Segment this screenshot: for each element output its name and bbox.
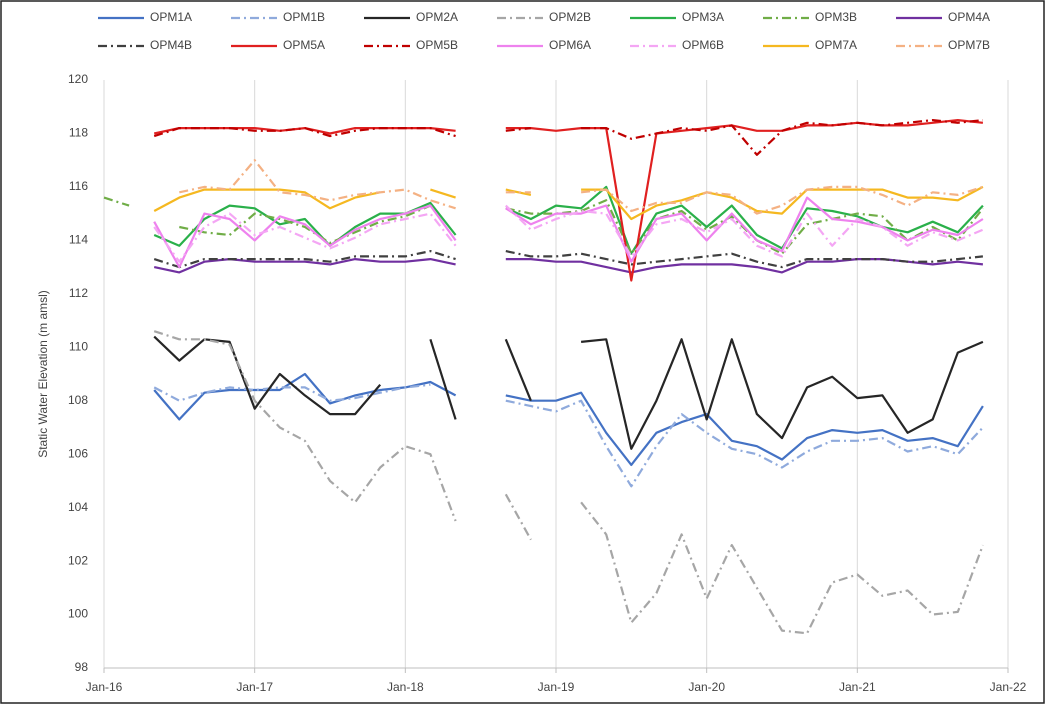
x-tick-label: Jan-18 <box>387 680 424 694</box>
series-line <box>153 185 984 221</box>
legend-label: OPM6B <box>682 38 724 52</box>
y-tick-label: 118 <box>69 126 88 140</box>
y-tick-label: 108 <box>68 393 88 407</box>
series-line <box>153 383 984 488</box>
series-line <box>153 196 984 269</box>
legend-label: OPM1A <box>150 10 192 24</box>
series-line <box>153 119 984 156</box>
x-tick-label: Jan-22 <box>990 680 1027 694</box>
x-tick-label: Jan-16 <box>86 680 123 694</box>
y-tick-label: 104 <box>68 500 88 514</box>
x-tick-label: Jan-19 <box>538 680 575 694</box>
legend-label: OPM3A <box>682 10 724 24</box>
series-line <box>153 372 984 466</box>
legend-label: OPM2A <box>416 10 458 24</box>
series-line <box>153 204 984 263</box>
series-line <box>153 335 984 450</box>
y-tick-label: 110 <box>69 339 88 353</box>
y-axis-label: Static Water Elevation (m amsl) <box>36 290 50 458</box>
legend-label: OPM1B <box>283 10 325 24</box>
series-line <box>153 119 984 282</box>
y-tick-label: 102 <box>68 553 88 567</box>
y-tick-label: 106 <box>68 446 88 460</box>
legend-label: OPM3B <box>815 10 857 24</box>
series-line <box>153 250 984 269</box>
y-tick-label: 116 <box>69 179 88 193</box>
y-tick-label: 114 <box>69 233 88 247</box>
series-line <box>153 330 984 635</box>
x-tick-label: Jan-21 <box>839 680 876 694</box>
y-tick-label: 120 <box>68 72 88 86</box>
legend-label: OPM2B <box>549 10 591 24</box>
y-tick-label: 100 <box>68 607 88 621</box>
legend-label: OPM5A <box>283 38 325 52</box>
legend-label: OPM7A <box>815 38 857 52</box>
legend-label: OPM4B <box>150 38 192 52</box>
y-tick-label: 98 <box>75 660 89 674</box>
x-tick-label: Jan-20 <box>688 680 725 694</box>
legend-label: OPM5B <box>416 38 458 52</box>
series-line <box>179 159 984 215</box>
x-tick-label: Jan-17 <box>236 680 273 694</box>
series-line <box>153 258 984 274</box>
legend-label: OPM4A <box>948 10 990 24</box>
legend-label: OPM6A <box>549 38 591 52</box>
y-tick-label: 112 <box>69 286 88 300</box>
legend-label: OPM7B <box>948 38 990 52</box>
